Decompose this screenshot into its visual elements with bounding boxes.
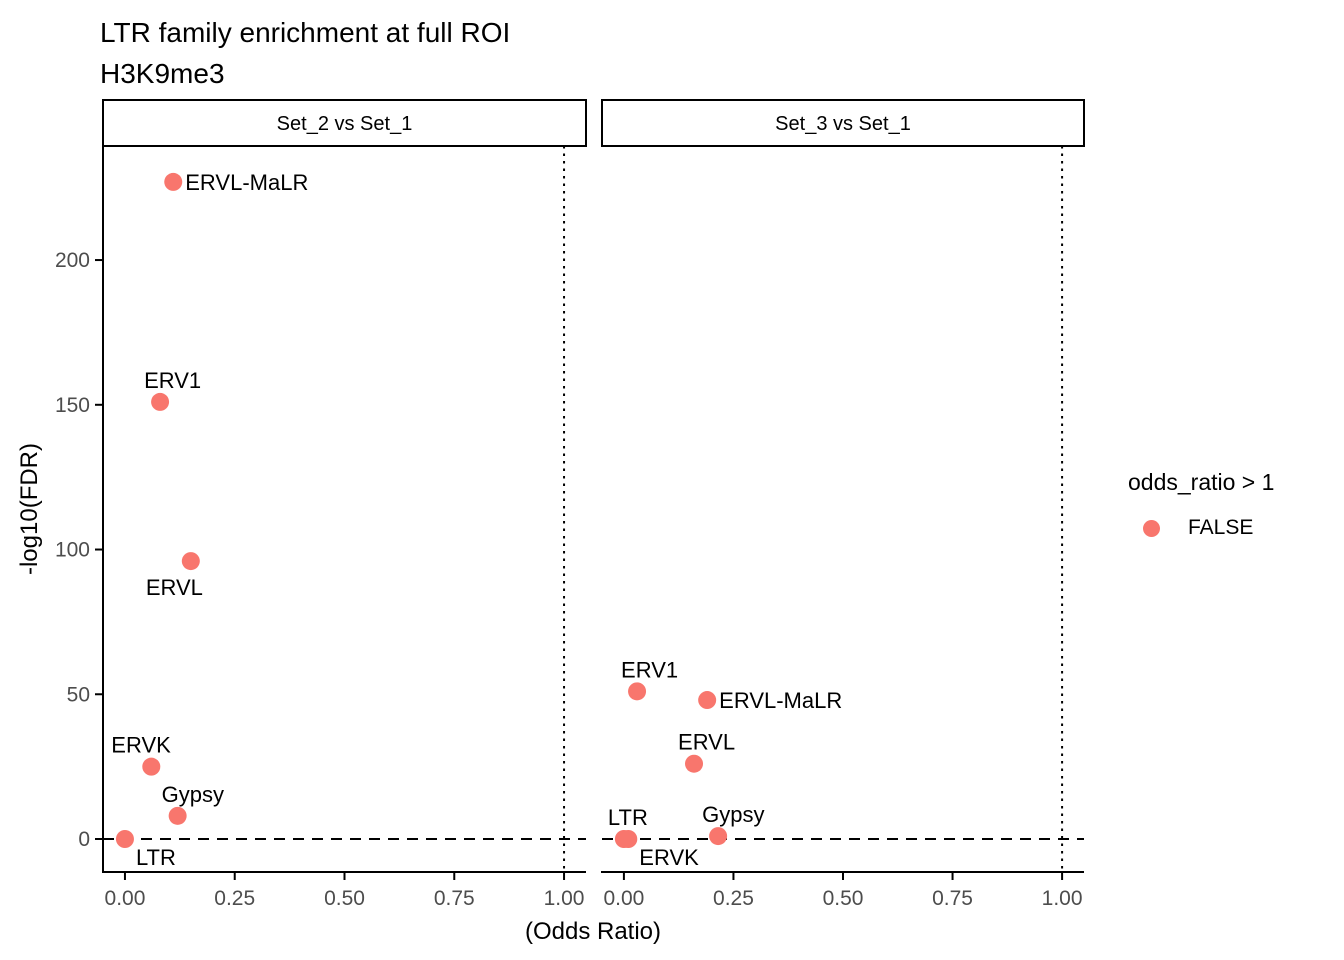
x-tick-label: 1.00 (1042, 887, 1083, 910)
facet-strip (601, 99, 1085, 147)
data-point-ervk (142, 757, 161, 776)
data-point-gypsy (168, 806, 187, 825)
data-point-ervl-malr (698, 691, 717, 710)
point-label-ervl-malr: ERVL-MaLR (185, 170, 308, 195)
point-label-gypsy: Gypsy (702, 802, 764, 827)
plot-title: LTR family enrichment at full ROI H3K9me… (100, 12, 510, 94)
point-label-erv1: ERV1 (144, 368, 201, 393)
y-axis-title: -log10(FDR) (16, 442, 43, 576)
point-label-ltr: LTR (608, 805, 648, 830)
data-point-ervl (181, 552, 200, 571)
x-tick-label: 0.25 (214, 887, 255, 910)
legend-point-swatch (1143, 519, 1160, 537)
point-label-gypsy: Gypsy (162, 782, 224, 807)
point-label-erv1: ERV1 (621, 657, 678, 682)
y-tick-label: 200 (55, 249, 90, 272)
data-point-ervl (685, 754, 704, 773)
y-tick-label: 150 (55, 394, 90, 417)
data-point-ervl-malr (164, 172, 183, 191)
x-tick-label: 0.75 (434, 887, 475, 910)
facet-strip-label: Set_2 vs Set_1 (277, 113, 413, 135)
x-tick-label: 0.00 (603, 887, 644, 910)
x-tick-label: 0.25 (713, 887, 754, 910)
legend: odds_ratio > 1 FALSE (1128, 470, 1274, 540)
x-axis-title: (Odds Ratio) (524, 918, 662, 945)
data-point-ltr (115, 830, 134, 848)
facet-strip (102, 99, 587, 147)
x-tick-label: 1.00 (544, 887, 585, 910)
y-tick-label: 100 (55, 539, 90, 562)
point-label-ervl-malr: ERVL-MaLR (719, 688, 842, 713)
y-tick-label: 0 (78, 828, 90, 851)
point-label-ltr: LTR (136, 845, 176, 870)
facet-strip-label: Set_3 vs Set_1 (775, 113, 911, 135)
data-point-erv1 (628, 682, 647, 701)
plot-title-line1: LTR family enrichment at full ROI (100, 17, 511, 48)
point-label-ervk: ERVK (111, 733, 171, 758)
point-label-ervl: ERVL (146, 575, 203, 600)
point-label-ervk: ERVK (639, 845, 699, 870)
point-label-ervl: ERVL (678, 730, 735, 755)
x-tick-label: 0.75 (932, 887, 973, 910)
legend-item-label: FALSE (1188, 516, 1254, 539)
data-point-ervk (619, 830, 638, 848)
legend-item-false: FALSE (1128, 516, 1274, 540)
x-tick-label: 0.50 (324, 887, 365, 910)
x-tick-label: 0.50 (823, 887, 864, 910)
legend-title: odds_ratio > 1 (1128, 469, 1275, 495)
y-tick-label: 50 (67, 683, 90, 706)
data-point-gypsy (709, 827, 728, 846)
data-point-erv1 (151, 392, 170, 411)
plot-subtitle: H3K9me3 (100, 58, 225, 89)
x-tick-label: 0.00 (105, 887, 146, 910)
